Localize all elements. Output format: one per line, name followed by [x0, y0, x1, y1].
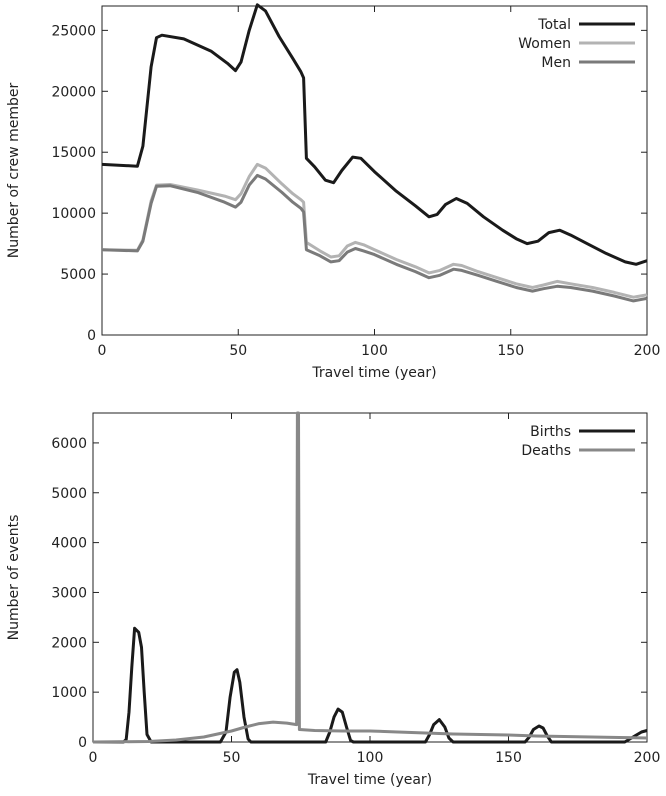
crew-x-tick-label: 0 [98, 343, 107, 359]
events-y-tick-label: 1000 [51, 685, 87, 701]
events-chart-frame [92, 412, 648, 743]
crew-chart: 0 50 100 150 200 0 5000 10000 15000 20000 25000 Tr… [6, 3, 660, 381]
crew-y-tick-label: 20000 [51, 84, 96, 100]
events-chart-x-axis-label: Travel time (year) [307, 772, 432, 788]
crew-chart-y-axis-label: Number of crew member [6, 83, 22, 259]
crew-chart-ticks: 0 50 100 150 200 0 5000 10000 15000 20000 25000 [51, 6, 660, 359]
events-series-births [93, 626, 648, 744]
crew-series-men [101, 173, 648, 303]
events-x-tick-label: 200 [634, 750, 661, 766]
events-chart-y-axis-label: Number of events [6, 515, 22, 641]
crew-chart-legend: Total Women Men [518, 17, 635, 71]
crew-legend-label: Men [541, 55, 571, 71]
crew-legend-label: Total [537, 17, 571, 33]
events-y-tick-label: 6000 [51, 436, 87, 452]
events-x-tick-label: 150 [495, 750, 522, 766]
crew-y-tick-label: 25000 [51, 23, 96, 39]
events-chart-legend: Births Deaths [521, 424, 635, 459]
crew-y-tick-label: 10000 [51, 206, 96, 222]
events-x-tick-label: 100 [357, 750, 384, 766]
events-y-tick-label: 0 [78, 735, 87, 751]
crew-x-tick-label: 50 [229, 343, 247, 359]
events-legend-label: Deaths [521, 443, 571, 459]
crew-x-tick-label: 100 [361, 343, 388, 359]
events-y-tick-label: 3000 [51, 585, 87, 601]
crew-y-tick-label: 15000 [51, 145, 96, 161]
crew-legend-label: Women [518, 36, 571, 52]
events-chart-series [92, 411, 648, 744]
events-y-tick-label: 2000 [51, 635, 87, 651]
events-x-tick-label: 50 [223, 750, 241, 766]
crew-chart-x-axis-label: Travel time (year) [311, 365, 436, 381]
crew-y-tick-label: 0 [87, 328, 96, 344]
events-y-tick-label: 5000 [51, 486, 87, 502]
events-legend-label: Births [530, 424, 571, 440]
crew-x-tick-label: 150 [497, 343, 524, 359]
events-series-deaths [92, 411, 648, 744]
crew-series-women [101, 162, 648, 299]
crew-chart-series [101, 3, 648, 303]
crew-series-total [101, 3, 648, 266]
crew-y-tick-label: 5000 [60, 267, 96, 283]
events-y-tick-label: 4000 [51, 536, 87, 552]
events-x-tick-label: 0 [89, 750, 98, 766]
crew-x-tick-label: 200 [634, 343, 661, 359]
